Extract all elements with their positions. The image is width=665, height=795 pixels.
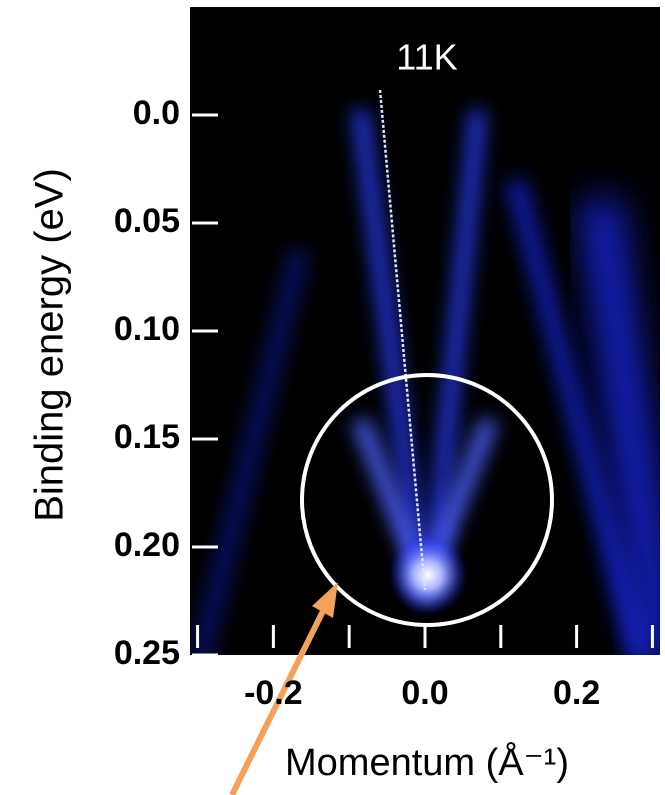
x-tick-label: 0.0 [401, 674, 448, 712]
chart-title: 11K [396, 37, 457, 78]
y-tick-label: 0.05 [114, 202, 180, 240]
y-tick-label: 0.15 [114, 418, 180, 456]
y-tick-label: 0.20 [114, 526, 180, 564]
intensity-map [190, 89, 660, 655]
x-axis-label: Momentum (Å⁻¹) [285, 740, 569, 784]
y-tick-label: 0.25 [114, 634, 180, 672]
x-tick-label: -0.2 [244, 674, 303, 712]
arrow [229, 582, 338, 795]
highlight-circle [300, 373, 554, 627]
y-axis-label: Binding energy (eV) [28, 168, 72, 522]
x-tick-label: 0.2 [553, 674, 600, 712]
y-tick-label: 0.0 [133, 94, 180, 132]
y-tick-label: 0.10 [114, 310, 180, 348]
